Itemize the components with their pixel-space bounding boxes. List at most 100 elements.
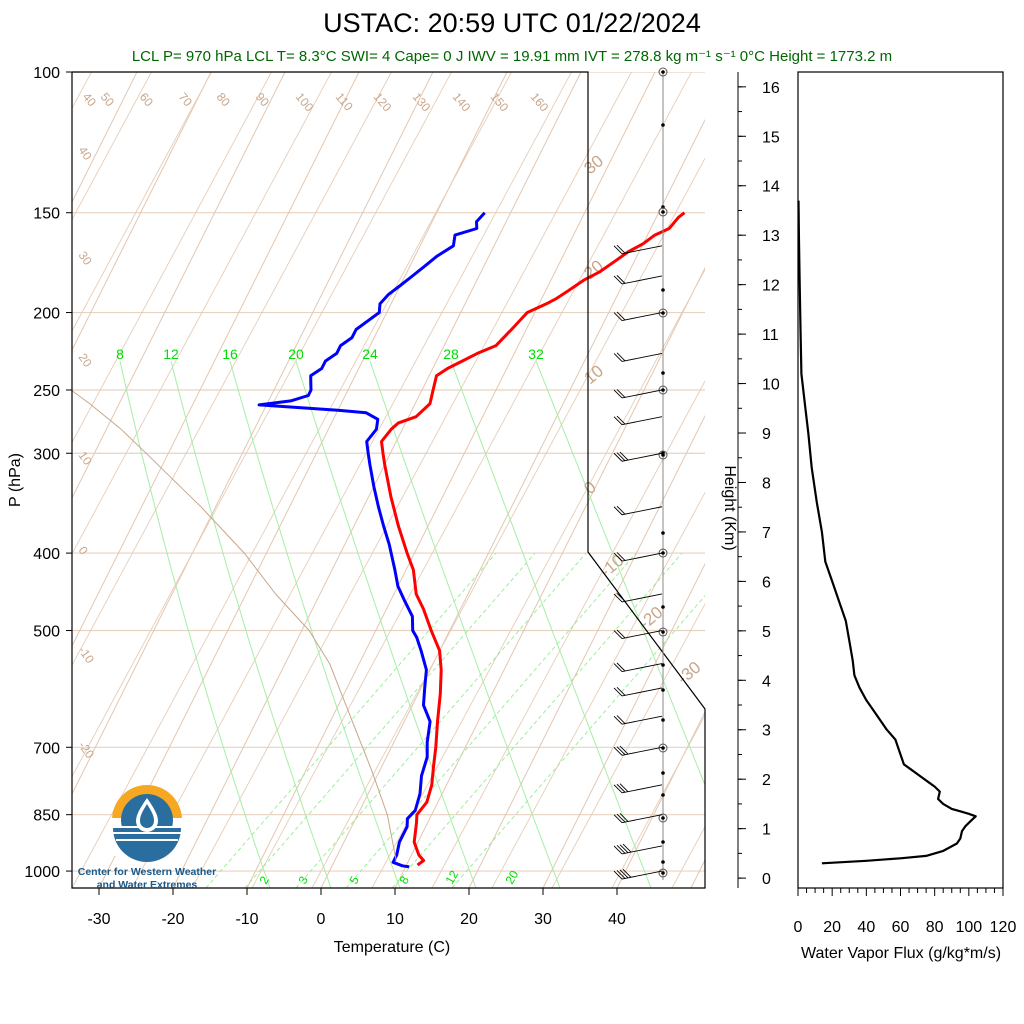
moist-adiabat-line: [229, 360, 401, 888]
dry-adiabat-line: [251, 72, 693, 888]
height-tick-label: 10: [762, 377, 780, 394]
moist-adiabat-line: [170, 360, 332, 888]
height-tick-label: 2: [762, 772, 771, 789]
x-tick-label: 40: [608, 911, 626, 928]
x-tick-label: -30: [87, 911, 110, 928]
theta-label: 60: [137, 90, 157, 109]
y-tick-label: 700: [33, 740, 60, 757]
mixing-ratio-label: 5: [346, 873, 362, 886]
wind-level-dot: [661, 531, 665, 535]
wind-barb-staff: [621, 389, 663, 399]
height-tick-label: 1: [762, 822, 771, 839]
wind-barb-flag: [616, 870, 626, 879]
theta-label: 100: [293, 90, 317, 115]
y-tick-label: 1000: [24, 864, 60, 881]
dry-adiabat-line: [131, 72, 573, 888]
dry-adiabat-line: [0, 0, 132, 888]
wind-barb-flag: [613, 814, 623, 823]
wind-barb-flag: [613, 452, 623, 462]
mixing-ratio-line: [244, 552, 536, 888]
isotherm-label: 30: [580, 151, 607, 178]
wind-barb-flag: [619, 745, 629, 755]
moist-adiabat-line: [535, 360, 705, 786]
flux-x-tick-label: 80: [926, 919, 944, 936]
wind-calm-circle: [658, 868, 668, 878]
y-tick-label: 200: [33, 306, 60, 323]
dry-adiabat-line: [671, 825, 705, 888]
wind-level-dot: [661, 816, 665, 820]
wind-barb-staff: [621, 275, 663, 285]
isotherm-line: [320, 118, 705, 888]
y-tick-label: 850: [33, 808, 60, 825]
height-tick-label: 11: [762, 327, 779, 344]
mixing-ratio-label: 32: [528, 346, 544, 362]
mixing-ratio-line: [295, 552, 587, 888]
x-axis-label: Temperature (C): [334, 939, 450, 956]
height-axis-label: Height (Km): [721, 465, 738, 550]
dry-adiabat-line: [972, 0, 1024, 888]
wind-barb-flag: [616, 629, 626, 639]
wind-barb-flag: [619, 844, 629, 854]
x-tick-label: 20: [460, 911, 478, 928]
isotherm-line: [246, 72, 656, 888]
isotherm-line: [765, 72, 1024, 888]
theta-label: 150: [488, 90, 512, 115]
wind-barb-staff: [621, 845, 663, 855]
dry-adiabat-line: [0, 0, 192, 888]
moist-adiabat-line: [369, 360, 561, 888]
wind-level-dot: [661, 630, 665, 634]
height-tick-label: 15: [762, 129, 780, 146]
isotherm-line: [394, 266, 705, 888]
wind-barb-staff: [621, 687, 663, 697]
wind-barb-flag: [613, 593, 623, 603]
x-tick-label: -20: [161, 911, 184, 928]
dry-adiabat-line: [852, 0, 1024, 888]
theta-label: 160: [528, 90, 552, 115]
wind-barb-staff: [621, 630, 663, 639]
wind-barb-staff: [621, 746, 663, 756]
wind-level-dot: [661, 70, 665, 74]
y-tick-label: 250: [33, 383, 60, 400]
wind-barb-staff: [621, 814, 663, 824]
wind-barb-flag: [616, 415, 626, 425]
isotherm-label: -20: [76, 739, 98, 762]
wind-level-dot: [661, 771, 665, 775]
isotherm-line: [172, 72, 582, 888]
wind-barb-staff: [621, 663, 663, 673]
wind-barb-flag: [616, 552, 626, 561]
mixing-ratio-label: 8: [116, 346, 124, 362]
y-tick-label: 150: [33, 206, 60, 223]
mixing-ratio-label: 12: [442, 868, 461, 887]
isotherm-label: 20: [76, 351, 95, 370]
height-tick-label: 4: [762, 673, 771, 690]
height-tick-label: 0: [762, 871, 771, 888]
wind-barb-flag: [616, 715, 626, 724]
wind-barb-flag: [616, 662, 626, 672]
mixing-ratio-line: [451, 595, 705, 888]
isotherm-label: 0: [76, 544, 91, 558]
theta-label: 120: [371, 90, 395, 115]
chart-title: USTAC: 20:59 UTC 01/22/2024: [323, 8, 701, 38]
isotherm-line: [690, 858, 705, 888]
mixing-ratio-label: 16: [222, 346, 238, 362]
wind-barb-flag: [616, 389, 626, 398]
wind-level-dot: [661, 453, 665, 457]
wind-calm-circle: [658, 813, 668, 823]
y-tick-label: 400: [33, 546, 60, 563]
wind-barb-flag: [619, 813, 629, 822]
isotherm-line: [468, 414, 705, 888]
theta-label: 50: [98, 90, 118, 109]
parcel-path: [72, 390, 397, 861]
wind-level-dot: [661, 718, 665, 722]
theta-label: 80: [214, 90, 234, 109]
wind-barb-flag: [616, 746, 626, 756]
wind-barb-flag: [613, 630, 623, 639]
wind-barb-staff: [621, 312, 663, 321]
wind-level-dot: [661, 688, 665, 692]
wind-barb-staff: [621, 715, 663, 725]
logo-line-1: Center for Western Weather: [78, 866, 216, 878]
dry-adiabat-line: [371, 268, 705, 888]
wind-barb-flag: [613, 870, 623, 880]
